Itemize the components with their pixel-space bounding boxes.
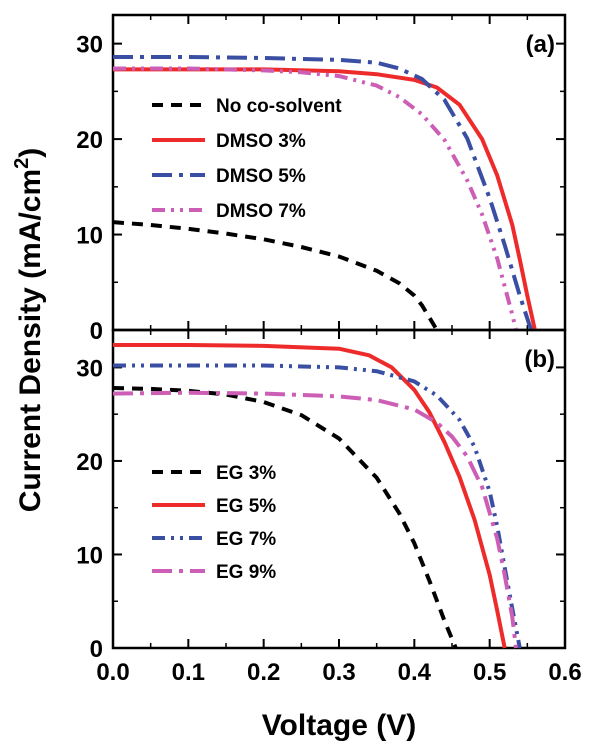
y-tick-label: 0 <box>90 318 103 345</box>
legend-label: EG 9% <box>216 562 276 583</box>
series-line-dmso-3 <box>113 67 537 331</box>
legend-label: DMSO 3% <box>216 131 306 152</box>
legend-label: DMSO 7% <box>216 201 306 222</box>
y-axis-title-close: ) <box>14 148 47 158</box>
legend-label: EG 5% <box>216 496 276 517</box>
y-axis-title-main: Current Density (mA/cm <box>14 169 47 512</box>
y-axis-title-sup: 2 <box>11 158 33 169</box>
x-tick-label: 0.6 <box>548 659 581 686</box>
y-tick-label: 30 <box>76 355 103 382</box>
x-tick-label: 0.1 <box>172 659 205 686</box>
legend-label: DMSO 5% <box>216 166 306 187</box>
series-line-dmso-5 <box>113 55 534 331</box>
y-tick-label: 30 <box>76 32 103 59</box>
y-tick-label: 20 <box>76 449 103 476</box>
y-axis-title: Current Density (mA/cm2) <box>11 148 47 513</box>
x-tick-label: 0.3 <box>322 659 355 686</box>
x-tick-label: 0.4 <box>398 659 432 686</box>
plot-frame-b <box>111 328 567 650</box>
y-tick-label: 10 <box>76 223 103 250</box>
y-tick-label: 0 <box>90 636 103 663</box>
series-line-dmso-7 <box>113 66 518 331</box>
legend-label: No co-solvent <box>216 96 342 117</box>
x-tick-label: 0.5 <box>473 659 506 686</box>
legend-label: EG 3% <box>216 463 276 484</box>
x-axis-title: Voltage (V) <box>262 709 416 742</box>
series-line-eg-3 <box>112 386 458 649</box>
y-tick-label: 20 <box>76 127 103 154</box>
panel-label: (a) <box>526 31 555 58</box>
y-tick-label: 10 <box>76 542 103 569</box>
x-tick-label: 0.2 <box>247 659 280 686</box>
series-line-no-co-solvent <box>112 220 439 332</box>
x-tick-label: 0.0 <box>96 659 129 686</box>
legend-label: EG 7% <box>216 529 276 550</box>
series-line-eg-9 <box>112 390 518 649</box>
panel-label: (b) <box>524 346 555 373</box>
series-line-eg-5 <box>113 343 507 649</box>
